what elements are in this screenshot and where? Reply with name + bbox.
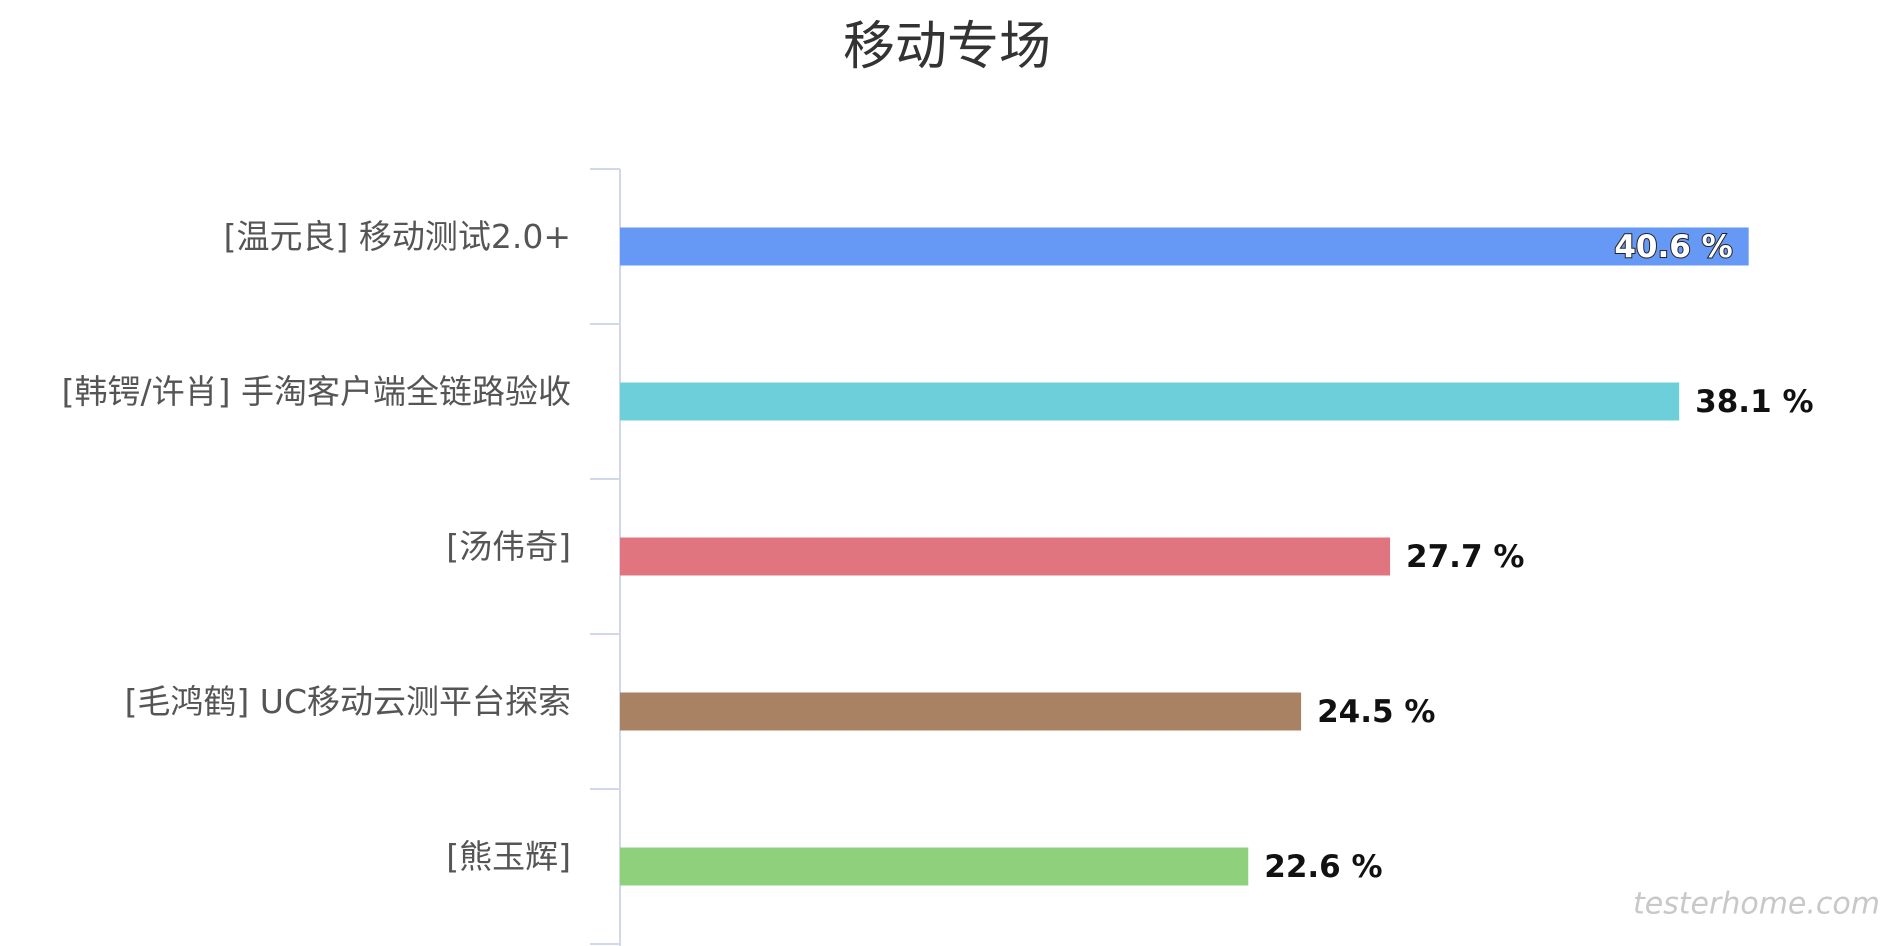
category-label: [毛鸿鹤] UC移动云测平台探索 — [125, 682, 571, 721]
value-label: 38.1 % — [1695, 384, 1813, 420]
category-label: [熊玉辉] — [446, 837, 571, 876]
watermark: testerhome.com — [1633, 887, 1880, 922]
value-label: 22.6 % — [1264, 849, 1382, 885]
chart-title: 移动专场 — [843, 17, 1051, 77]
value-label: 40.6 % — [1614, 229, 1732, 265]
bar — [620, 382, 1680, 421]
category-label: [汤伟奇] — [446, 527, 571, 566]
bar — [620, 692, 1302, 731]
value-label: 27.7 % — [1406, 539, 1524, 575]
bar — [620, 537, 1391, 576]
bar — [620, 227, 1749, 266]
category-label: [温元良] 移动测试2.0+ — [224, 217, 571, 256]
category-label: [韩锷/许肖] 手淘客户端全链路验收 — [62, 372, 571, 411]
value-label: 24.5 % — [1317, 694, 1435, 730]
bar — [620, 847, 1249, 886]
